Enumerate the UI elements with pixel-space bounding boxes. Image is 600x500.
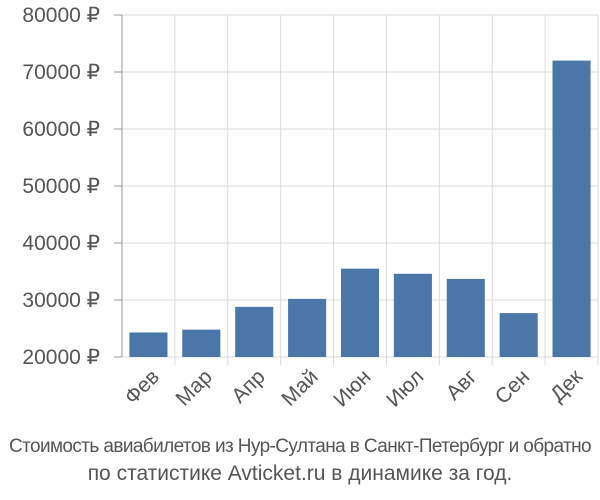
bars bbox=[129, 60, 591, 357]
x-tick-label: Апр bbox=[227, 365, 269, 407]
x-tick-label: Дек bbox=[546, 365, 588, 407]
x-tick-label: Июл bbox=[382, 365, 428, 411]
bar-1 bbox=[129, 332, 168, 357]
bar-6 bbox=[393, 273, 432, 357]
x-tick-label: Мар bbox=[172, 365, 217, 410]
y-tick-labels: 20000 ₽ 30000 ₽ 40000 ₽ 50000 ₽ 60000 ₽ 70000… bbox=[22, 4, 100, 369]
y-tick-label: 60000 ₽ bbox=[22, 118, 100, 141]
bar-3 bbox=[235, 306, 274, 357]
bar-8 bbox=[499, 313, 538, 357]
bar-9 bbox=[552, 60, 591, 357]
y-tick-label: 70000 ₽ bbox=[22, 61, 100, 84]
bar-4 bbox=[288, 298, 327, 357]
y-tick-label: 30000 ₽ bbox=[22, 289, 100, 312]
x-tick-label: Июн bbox=[329, 365, 375, 411]
axes bbox=[114, 14, 123, 358]
chart-caption-line-2: по статистике Avticket.ru в динамике за … bbox=[87, 462, 513, 485]
bar-7 bbox=[446, 278, 485, 357]
x-tick-label: Фев bbox=[120, 365, 164, 409]
chart-caption-line-1: Стоимость авиабилетов из Нур-Султана в С… bbox=[8, 436, 592, 457]
y-tick-label: 20000 ₽ bbox=[22, 346, 100, 369]
bar-2 bbox=[182, 329, 221, 357]
x-tick-label: Сен bbox=[491, 365, 534, 408]
y-tick-label: 50000 ₽ bbox=[22, 175, 100, 198]
x-tick-label: Авг bbox=[442, 365, 482, 405]
y-tick-label: 80000 ₽ bbox=[22, 4, 100, 27]
grid-lines bbox=[122, 14, 599, 365]
y-tick-label: 40000 ₽ bbox=[22, 232, 100, 255]
x-tick-labels: Фев Мар Апр Май Июн Июл Авг Сен Дек bbox=[120, 365, 587, 412]
x-tick-label: Май bbox=[277, 365, 322, 410]
bar-5 bbox=[340, 268, 380, 357]
